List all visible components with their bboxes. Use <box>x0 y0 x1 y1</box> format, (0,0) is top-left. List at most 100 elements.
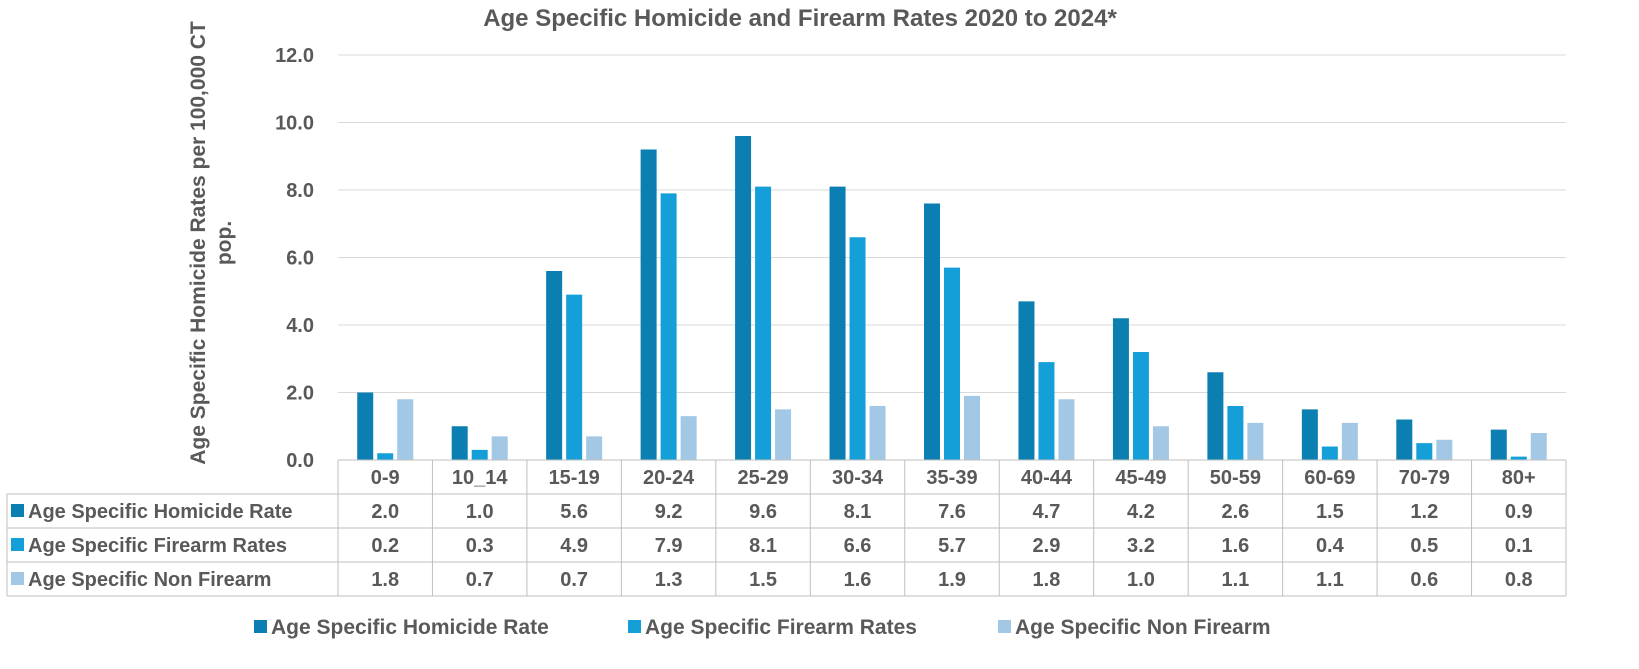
table-cell: 1.8 <box>371 569 399 591</box>
bar-1-60-69 <box>1321 446 1338 460</box>
table-cell: 2.9 <box>1033 535 1061 557</box>
table-cell: 7.6 <box>938 501 966 523</box>
legend: Age Specific Homicide Rate Age Specific F… <box>254 616 1271 639</box>
table-cell: 0.8 <box>1505 569 1533 591</box>
table-cell: 1.3 <box>655 569 683 591</box>
table-cell: 5.7 <box>938 535 966 557</box>
legend-label: Age Specific Firearm Rates <box>645 616 917 639</box>
bar-0-15-19 <box>546 271 563 460</box>
bar-0-35-39 <box>924 203 940 460</box>
category-label: 0-9 <box>371 467 400 489</box>
table-cell: 2.0 <box>371 501 399 523</box>
y-tick-label: 4.0 <box>286 315 314 337</box>
bar-2-70-79 <box>1436 439 1453 460</box>
bar-1-50-59 <box>1227 406 1244 460</box>
bar-2-50-59 <box>1247 422 1264 460</box>
bar-0-30-34 <box>829 186 846 460</box>
legend-swatch <box>628 620 641 633</box>
y-axis-ticks: 0.0 2.0 4.0 6.0 8.0 10.0 12.0 <box>275 45 314 472</box>
bar-1-15-19 <box>566 294 583 460</box>
gridlines <box>338 54 1566 393</box>
table-cell: 9.6 <box>749 501 777 523</box>
table-cell: 0.3 <box>466 535 494 557</box>
table-cell: 1.1 <box>1316 569 1344 591</box>
category-label: 35-39 <box>926 467 977 489</box>
bar-1-80+ <box>1510 456 1527 460</box>
chart-title: Age Specific Homicide and Firearm Rates … <box>483 5 1117 32</box>
bar-1-35-39 <box>944 267 960 460</box>
y-tick-label: 6.0 <box>286 248 314 270</box>
table-cell: 1.2 <box>1410 501 1438 523</box>
bar-1-40-44 <box>1038 362 1055 460</box>
table-cell: 0.9 <box>1505 501 1533 523</box>
table-cell: 8.1 <box>749 535 777 557</box>
bar-1-70-79 <box>1416 443 1433 460</box>
legend-label: Age Specific Homicide Rate <box>271 616 549 639</box>
bar-2-80+ <box>1530 433 1547 460</box>
table-cell: 0.4 <box>1316 535 1345 557</box>
table-cell: 1.6 <box>1221 535 1249 557</box>
bar-2-20-24 <box>680 416 697 460</box>
table-cell: 5.6 <box>560 501 588 523</box>
bar-2-45-49 <box>1152 426 1169 460</box>
category-label: 40-44 <box>1021 467 1073 489</box>
bar-0-20-24 <box>640 149 657 460</box>
table-row-key <box>11 504 24 517</box>
bar-2-40-44 <box>1058 399 1075 460</box>
category-label: 20-24 <box>643 467 695 489</box>
table-cell: 1.5 <box>1316 501 1344 523</box>
table-cell: 1.0 <box>466 501 494 523</box>
table-cell: 0.6 <box>1410 569 1438 591</box>
category-label: 80+ <box>1502 467 1536 489</box>
category-label: 45-49 <box>1115 467 1166 489</box>
legend-swatch <box>254 620 267 633</box>
bars <box>357 136 1547 460</box>
legend-swatch <box>998 620 1011 633</box>
bar-1-30-34 <box>849 237 866 460</box>
bar-2-60-69 <box>1341 422 1358 460</box>
table-cell: 7.9 <box>655 535 683 557</box>
y-tick-label: 10.0 <box>275 113 314 135</box>
bar-2-25-29 <box>775 409 792 460</box>
y-tick-label: 8.0 <box>286 180 314 202</box>
table-row-label: Age Specific Non Firearm <box>28 569 271 591</box>
table-cell: 1.1 <box>1221 569 1249 591</box>
table-row-label: Age Specific Homicide Rate <box>28 501 293 523</box>
legend-item: Age Specific Non Firearm <box>998 616 1271 639</box>
table-cell: 6.6 <box>844 535 872 557</box>
category-label: 15-19 <box>549 467 600 489</box>
table-cell: 1.5 <box>749 569 777 591</box>
y-tick-label: 12.0 <box>275 45 314 67</box>
bar-1-20-24 <box>660 193 677 460</box>
y-axis-label: Age Specific Homicide Rates per 100,000 … <box>187 21 236 465</box>
table-row-key <box>11 538 24 551</box>
table-cell: 2.6 <box>1221 501 1249 523</box>
table-cell: 8.1 <box>844 501 872 523</box>
bar-0-50-59 <box>1207 372 1224 460</box>
bar-2-0-9 <box>397 399 414 460</box>
table-row-label: Age Specific Firearm Rates <box>28 535 287 557</box>
bar-2-10_14 <box>491 436 508 460</box>
bar-0-25-29 <box>735 136 752 460</box>
table-cell: 3.2 <box>1127 535 1155 557</box>
table-cell: 4.9 <box>560 535 588 557</box>
category-label: 70-79 <box>1399 467 1450 489</box>
legend-item: Age Specific Firearm Rates <box>628 616 917 639</box>
bar-0-60-69 <box>1301 409 1318 460</box>
bar-0-0-9 <box>357 392 374 460</box>
bar-1-0-9 <box>377 453 394 460</box>
table-cell: 1.0 <box>1127 569 1155 591</box>
bar-1-45-49 <box>1132 352 1149 460</box>
table-cell: 1.9 <box>938 569 966 591</box>
bar-2-35-39 <box>964 395 980 460</box>
category-label: 30-34 <box>832 467 884 489</box>
legend-label: Age Specific Non Firearm <box>1015 616 1271 639</box>
table-cell: 0.5 <box>1410 535 1438 557</box>
bar-1-10_14 <box>471 449 488 460</box>
bar-2-15-19 <box>586 436 603 460</box>
data-table: 0-9 10_14 15-19 20-24 25-29 30-34 35-39 40-44 45… <box>6 459 1567 597</box>
table-cell: 0.2 <box>371 535 399 557</box>
category-label: 60-69 <box>1304 467 1355 489</box>
y-axis-label-line-2: pop. <box>213 221 236 265</box>
